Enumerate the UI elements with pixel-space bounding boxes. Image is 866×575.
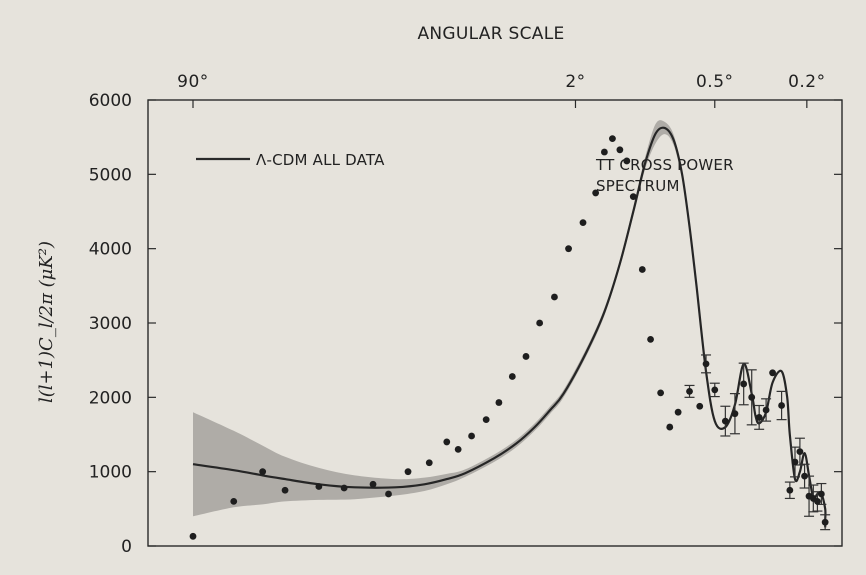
data-point: [482, 416, 490, 424]
y-tick-label: 6000: [89, 91, 132, 111]
data-point: [647, 335, 654, 343]
legend: Λ-CDM ALL DATA: [196, 151, 385, 169]
data-point: [801, 472, 808, 480]
data-point: [817, 490, 825, 498]
data-point: [711, 386, 719, 394]
data-point: [814, 498, 821, 505]
y-tick-label: 0: [121, 537, 132, 557]
data-point: [821, 518, 829, 526]
data-point: [315, 483, 323, 490]
data-point: [791, 458, 799, 466]
model-curve: [192, 126, 827, 528]
data-point: [755, 414, 763, 421]
data-point: [592, 189, 600, 197]
data-point: [609, 135, 616, 143]
data-point: [454, 445, 462, 453]
data-point: [796, 448, 804, 455]
data-point: [702, 360, 710, 368]
top-tick-label: 90°: [177, 72, 209, 92]
data-point: [522, 353, 530, 360]
uncertainty-band: [193, 120, 683, 517]
data-point: [189, 532, 197, 540]
data-point: [769, 369, 776, 377]
y-tick-label: 5000: [89, 165, 132, 185]
model-curve-layer: [192, 126, 827, 528]
top-tick-label: 2°: [565, 72, 585, 92]
legend-label: Λ-CDM ALL DATA: [256, 151, 385, 169]
data-point: [536, 319, 544, 327]
data-point: [259, 468, 267, 476]
annotation-line-2: SPECTRUM: [596, 177, 680, 195]
y-tick-label: 1000: [89, 463, 132, 483]
data-point: [786, 486, 794, 494]
data-point: [778, 402, 785, 409]
data-point: [443, 438, 451, 446]
data-point: [385, 490, 392, 498]
y-axis-label: l(l+1)C_l/2π (μK²): [36, 241, 57, 403]
data-point: [600, 148, 608, 156]
data-points-layer: [189, 135, 829, 540]
data-point: [340, 484, 348, 492]
y-tick-label: 4000: [89, 240, 132, 260]
data-point: [230, 498, 238, 505]
data-point: [674, 408, 682, 416]
data-point: [623, 157, 631, 165]
data-point: [468, 432, 475, 440]
data-point: [281, 486, 289, 494]
axes: 0 1000 2000 3000 4000 5000 6000 90° 2° 0.5° 0.2°: [89, 72, 843, 557]
chart-title: ANGULAR SCALE: [417, 24, 564, 44]
data-point: [686, 387, 693, 395]
data-point: [748, 393, 756, 401]
data-point: [696, 402, 704, 410]
data-point: [629, 193, 637, 201]
data-point: [721, 417, 729, 425]
data-point: [495, 399, 503, 406]
uncertainty-band-layer: [193, 120, 683, 517]
top-tick-label: 0.2°: [788, 72, 826, 92]
data-point: [638, 266, 646, 273]
data-point: [740, 380, 748, 388]
data-point: [425, 459, 433, 467]
data-point: [762, 406, 770, 414]
annotation-line-1: TT CROSS POWER: [595, 156, 734, 174]
y-tick-label: 2000: [89, 388, 132, 408]
data-point: [579, 219, 587, 227]
data-point: [666, 423, 674, 431]
data-point: [657, 389, 665, 397]
data-point: [565, 245, 572, 253]
top-tick-label: 0.5°: [696, 72, 734, 92]
data-point: [731, 410, 739, 418]
y-tick-label: 3000: [89, 314, 132, 334]
data-point: [616, 146, 624, 154]
data-point: [404, 468, 412, 476]
data-point: [508, 373, 516, 380]
data-point: [369, 480, 377, 488]
data-point: [551, 293, 558, 301]
